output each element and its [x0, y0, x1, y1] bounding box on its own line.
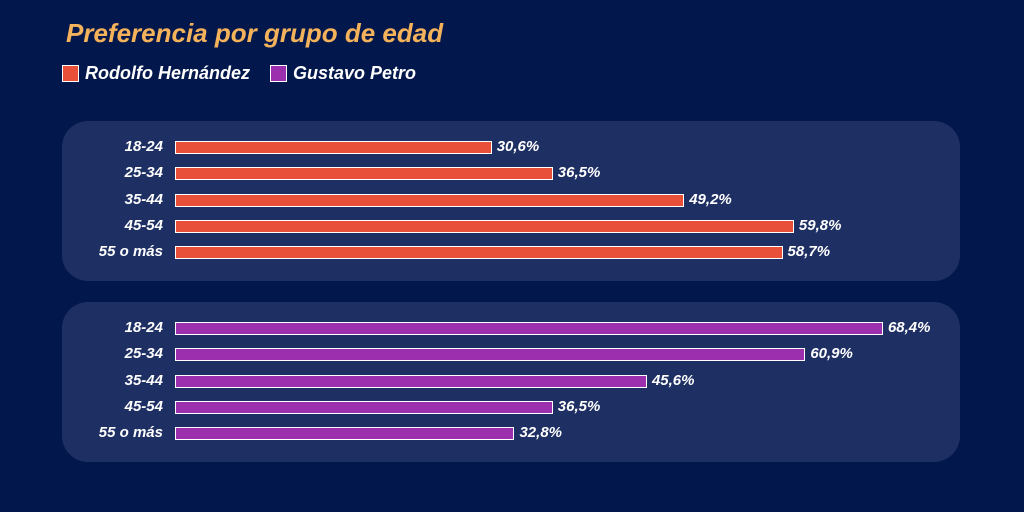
bar-value-label: 32,8%: [519, 424, 563, 442]
bar-value-label: 49,2%: [689, 190, 732, 208]
category-label: 18-24: [124, 138, 163, 155]
category-label: 35-44: [124, 371, 163, 389]
legend-label-petro: Gustavo Petro: [293, 63, 417, 83]
legend-swatch-petro: [270, 65, 287, 82]
chart-title: Preferencia por grupo de edad: [66, 18, 444, 48]
legend: Rodolfo Hernández Gustavo Petro: [62, 63, 416, 84]
bar-row-rodolfo: 55 o más 58,7%: [62, 239, 960, 265]
legend-label-rodolfo: Rodolfo Hernández: [85, 63, 250, 83]
bar-value-label: 36,5%: [557, 164, 601, 182]
bar-petro: [175, 374, 647, 388]
bar-row-petro: 35-44 45,6%: [62, 368, 960, 394]
panel-rodolfo-hernandez: 18-24 30,6% 25-34 36,5% 35-44 49,2% 45-54 59,8%…: [62, 121, 960, 281]
bar-row-rodolfo: 35-44 49,2%: [62, 187, 960, 213]
bar-rodolfo: [175, 167, 553, 181]
bar-rodolfo: [175, 219, 794, 233]
category-label: 55 o más: [98, 424, 163, 442]
legend-item-petro: Gustavo Petro: [270, 63, 416, 84]
bar-value-label: 60,9%: [810, 345, 853, 363]
legend-swatch-rodolfo: [62, 65, 79, 82]
bar-row-rodolfo: 25-34 36,5%: [62, 160, 960, 186]
bar-row-petro: 45-54 36,5%: [62, 394, 960, 420]
bar-rodolfo: [175, 193, 685, 207]
category-label: 25-34: [124, 164, 163, 182]
panel-gustavo-petro: 18-24 68,4% 25-34 60,9% 35-44 45,6% 45-54 36,5%…: [62, 302, 960, 462]
bar-petro: [175, 427, 515, 441]
category-label: 35-44: [124, 190, 163, 208]
bar-rodolfo: [175, 246, 783, 260]
bar-row-rodolfo: 18-24 30,6%: [62, 134, 960, 160]
bar-petro: [175, 322, 883, 335]
bar-petro: [175, 348, 806, 362]
legend-item-rodolfo: Rodolfo Hernández: [62, 63, 250, 84]
category-label: 55 o más: [98, 243, 163, 261]
bar-value-label: 36,5%: [557, 397, 601, 415]
bar-row-petro: 18-24 68,4%: [62, 315, 960, 341]
bar-row-petro: 25-34 60,9%: [62, 341, 960, 367]
bar-value-label: 45,6%: [651, 371, 695, 389]
bar-petro: [175, 400, 553, 414]
category-label: 25-34: [124, 345, 163, 363]
bar-row-rodolfo: 45-54 59,8%: [62, 213, 960, 239]
bar-value-label: 68,4%: [887, 319, 931, 336]
category-label: 45-54: [124, 397, 163, 415]
bar-value-label: 30,6%: [496, 138, 540, 155]
category-label: 45-54: [124, 216, 163, 234]
category-label: 18-24: [124, 319, 163, 336]
bar-row-petro: 55 o más 32,8%: [62, 420, 960, 446]
bar-value-label: 58,7%: [787, 243, 831, 261]
bar-value-label: 59,8%: [798, 216, 842, 234]
bar-rodolfo: [175, 141, 492, 154]
